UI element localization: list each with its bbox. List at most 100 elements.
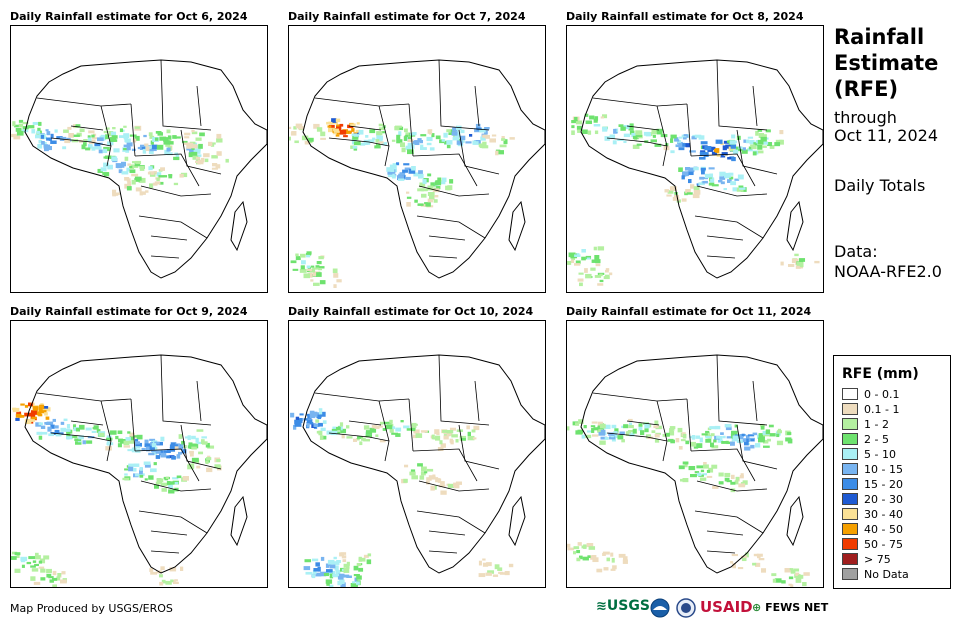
rainfall-cell — [404, 464, 409, 468]
rainfall-cell — [82, 440, 86, 445]
rainfall-cell — [56, 576, 61, 581]
rainfall-cell — [435, 478, 441, 483]
africa-outline — [302, 354, 545, 574]
rainfall-cell — [35, 422, 42, 427]
country-border — [36, 97, 132, 107]
rainfall-cell — [172, 579, 176, 583]
rainfall-cell — [214, 464, 221, 469]
rainfall-cell — [730, 149, 734, 152]
rainfall-cell — [684, 462, 688, 468]
rainfall-cell — [174, 446, 179, 450]
rainfall-cell — [685, 143, 691, 148]
rainfall-cell — [436, 186, 441, 190]
country-border — [418, 480, 490, 492]
rainfall-cell — [155, 450, 161, 454]
rainfall-cell — [437, 447, 444, 452]
rainfall-cell — [731, 430, 738, 435]
rainfall-cell — [602, 127, 608, 132]
rainfall-cell — [434, 181, 442, 186]
rainfall-cell — [55, 433, 62, 437]
rainfall-cell — [586, 543, 594, 548]
rainfall-cell — [354, 577, 358, 583]
rainfall-cell — [152, 182, 158, 186]
rainfall-cell — [157, 132, 164, 136]
rainfall-cell — [299, 418, 303, 422]
rainfall-cell — [758, 558, 765, 561]
legend-swatch — [842, 568, 858, 580]
rainfall-cell — [52, 418, 56, 422]
country-border — [428, 255, 458, 259]
rainfall-cell — [715, 148, 720, 153]
country-border — [686, 103, 692, 157]
rainfall-cell — [752, 562, 757, 566]
rainfall-cell — [165, 476, 169, 479]
rainfall-cell — [119, 135, 126, 138]
rainfall-cell — [316, 261, 322, 265]
rainfall-cell — [685, 189, 691, 194]
rainfall-cell — [688, 179, 692, 184]
rainfall-cell — [11, 133, 17, 138]
rainfall-cell — [337, 580, 342, 586]
country-border — [408, 398, 414, 452]
rainfall-cell — [319, 435, 324, 440]
rainfall-cell — [613, 431, 618, 435]
rainfall-cell — [623, 140, 627, 144]
rainfall-cell — [123, 125, 127, 128]
rainfall-cell — [67, 126, 72, 130]
rainfall-cell — [301, 135, 309, 141]
rainfall-cell — [112, 192, 119, 196]
rainfall-cell — [677, 140, 682, 144]
rainfall-cell — [151, 450, 158, 455]
rainfall-cell — [718, 481, 724, 485]
rainfall-cell — [436, 432, 440, 436]
rainfall-cell — [144, 478, 148, 481]
country-border — [134, 153, 200, 187]
rainfall-cell — [753, 142, 758, 146]
rainfall-cell — [359, 441, 363, 446]
rainfall-cell — [163, 175, 168, 178]
rainfall-cell — [293, 126, 297, 130]
rainfall-cell — [664, 189, 669, 193]
rainfall-cell — [375, 434, 379, 438]
rainfall-cell — [134, 135, 140, 141]
rainfall-cell — [699, 437, 703, 443]
rainfall-cell — [159, 574, 163, 578]
rainfall-cell — [594, 130, 599, 135]
rainfall-cell — [775, 139, 783, 143]
rainfall-cell — [96, 429, 101, 433]
rainfall-cell — [189, 452, 194, 457]
rainfall-cell — [730, 144, 737, 149]
rainfall-cell — [333, 561, 340, 565]
rainfall-cell — [710, 433, 715, 437]
legend: RFE (mm) 0 - 0.1 0.1 - 1 1 - 2 2 - 5 5 - 10 1… — [833, 355, 951, 589]
rainfall-cell — [760, 134, 767, 139]
rainfall-cell — [599, 279, 604, 283]
commerce-seal-icon — [676, 598, 696, 618]
rainfall-cell — [389, 164, 397, 169]
rainfall-cell — [760, 425, 765, 430]
rainfall-cell — [696, 443, 703, 448]
rainfall-cell — [166, 147, 171, 152]
country-border — [134, 448, 200, 482]
rainfall-cell — [326, 430, 332, 435]
rainfall-cell — [631, 133, 637, 138]
rainfall-cell — [174, 579, 178, 582]
rainfall-cell — [575, 422, 580, 426]
country-border — [592, 97, 688, 107]
rainfall-cell — [353, 565, 359, 571]
rainfall-cell — [148, 475, 154, 480]
rainfall-cell — [163, 140, 170, 145]
rainfall-cell — [196, 465, 201, 469]
rainfall-cell — [722, 145, 727, 151]
rainfall-cell — [79, 424, 85, 430]
rainfall-cell — [567, 261, 572, 265]
rainfall-cell — [195, 160, 199, 163]
rainfall-cell — [327, 563, 332, 567]
rainfall-cell — [390, 167, 395, 172]
rainfall-cell — [763, 439, 769, 444]
rainfall-cell — [355, 129, 361, 133]
rainfall-cell — [501, 138, 506, 141]
rainfall-cell — [211, 155, 218, 159]
rainfall-cell — [576, 550, 581, 554]
legend-swatch — [842, 538, 858, 550]
